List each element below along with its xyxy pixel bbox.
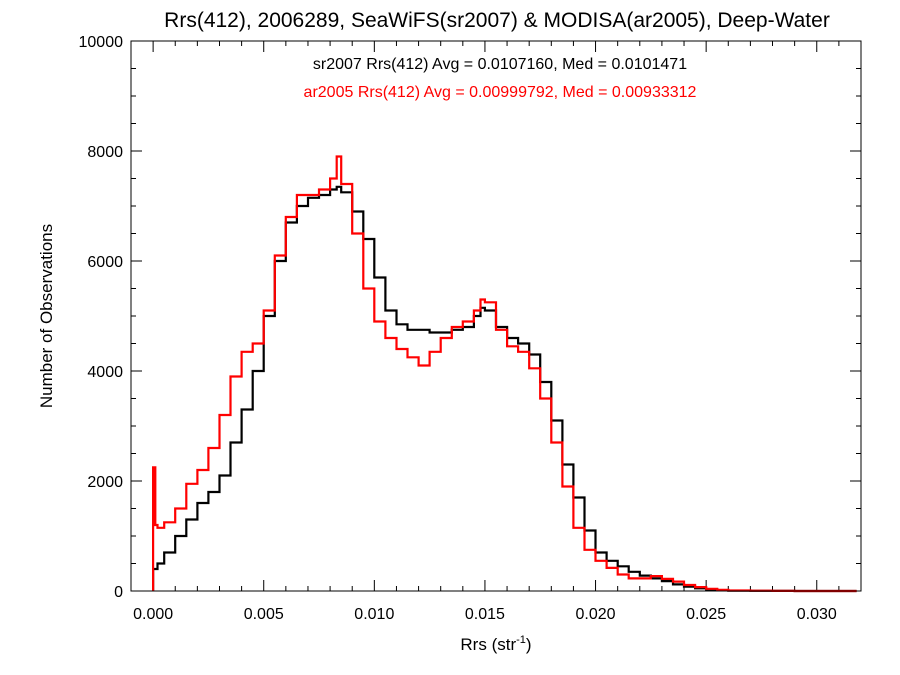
series-line-ar2005 [152,155,857,593]
x-tick-label: 0.030 [797,606,837,623]
y-tick-label: 2000 [87,474,123,491]
sr2007-stats-annotation: sr2007 Rrs(412) Avg = 0.0107160, Med = 0… [313,56,687,73]
x-axis-label-superscript: -1 [516,634,526,646]
chart-title: Rrs(412), 2006289, SeaWiFS(sr2007) & MOD… [164,9,830,32]
x-axis-label-main: Rrs (str [460,635,516,654]
y-axis-label: Number of Observations [37,224,56,408]
x-tick-label: 0.025 [686,606,726,623]
y-axis-ticks: 0 2000 4000 6000 8000 10000 [79,34,861,601]
y-tick-label: 8000 [87,144,123,161]
y-tick-label: 0 [114,584,123,601]
x-axis-label-end: ) [526,635,532,654]
plot-frame [130,40,862,592]
x-tick-label: 0.005 [244,606,284,623]
x-tick-label: 0.010 [354,606,394,623]
y-tick-label: 6000 [87,254,123,271]
ar2005-stats-annotation: ar2005 Rrs(412) Avg = 0.00999792, Med = … [304,84,697,101]
x-tick-label: 0.020 [576,606,616,623]
y-tick-label: 10000 [79,34,124,51]
x-tick-label: 0.000 [133,606,173,623]
series-line-sr2007 [152,185,857,593]
x-tick-label: 0.015 [465,606,505,623]
x-axis-label: Rrs (str-1) [460,634,531,654]
x-axis-ticks: 0.000 0.005 0.010 0.015 0.020 0.025 0.030 [130,41,862,623]
y-tick-label: 4000 [87,364,123,381]
